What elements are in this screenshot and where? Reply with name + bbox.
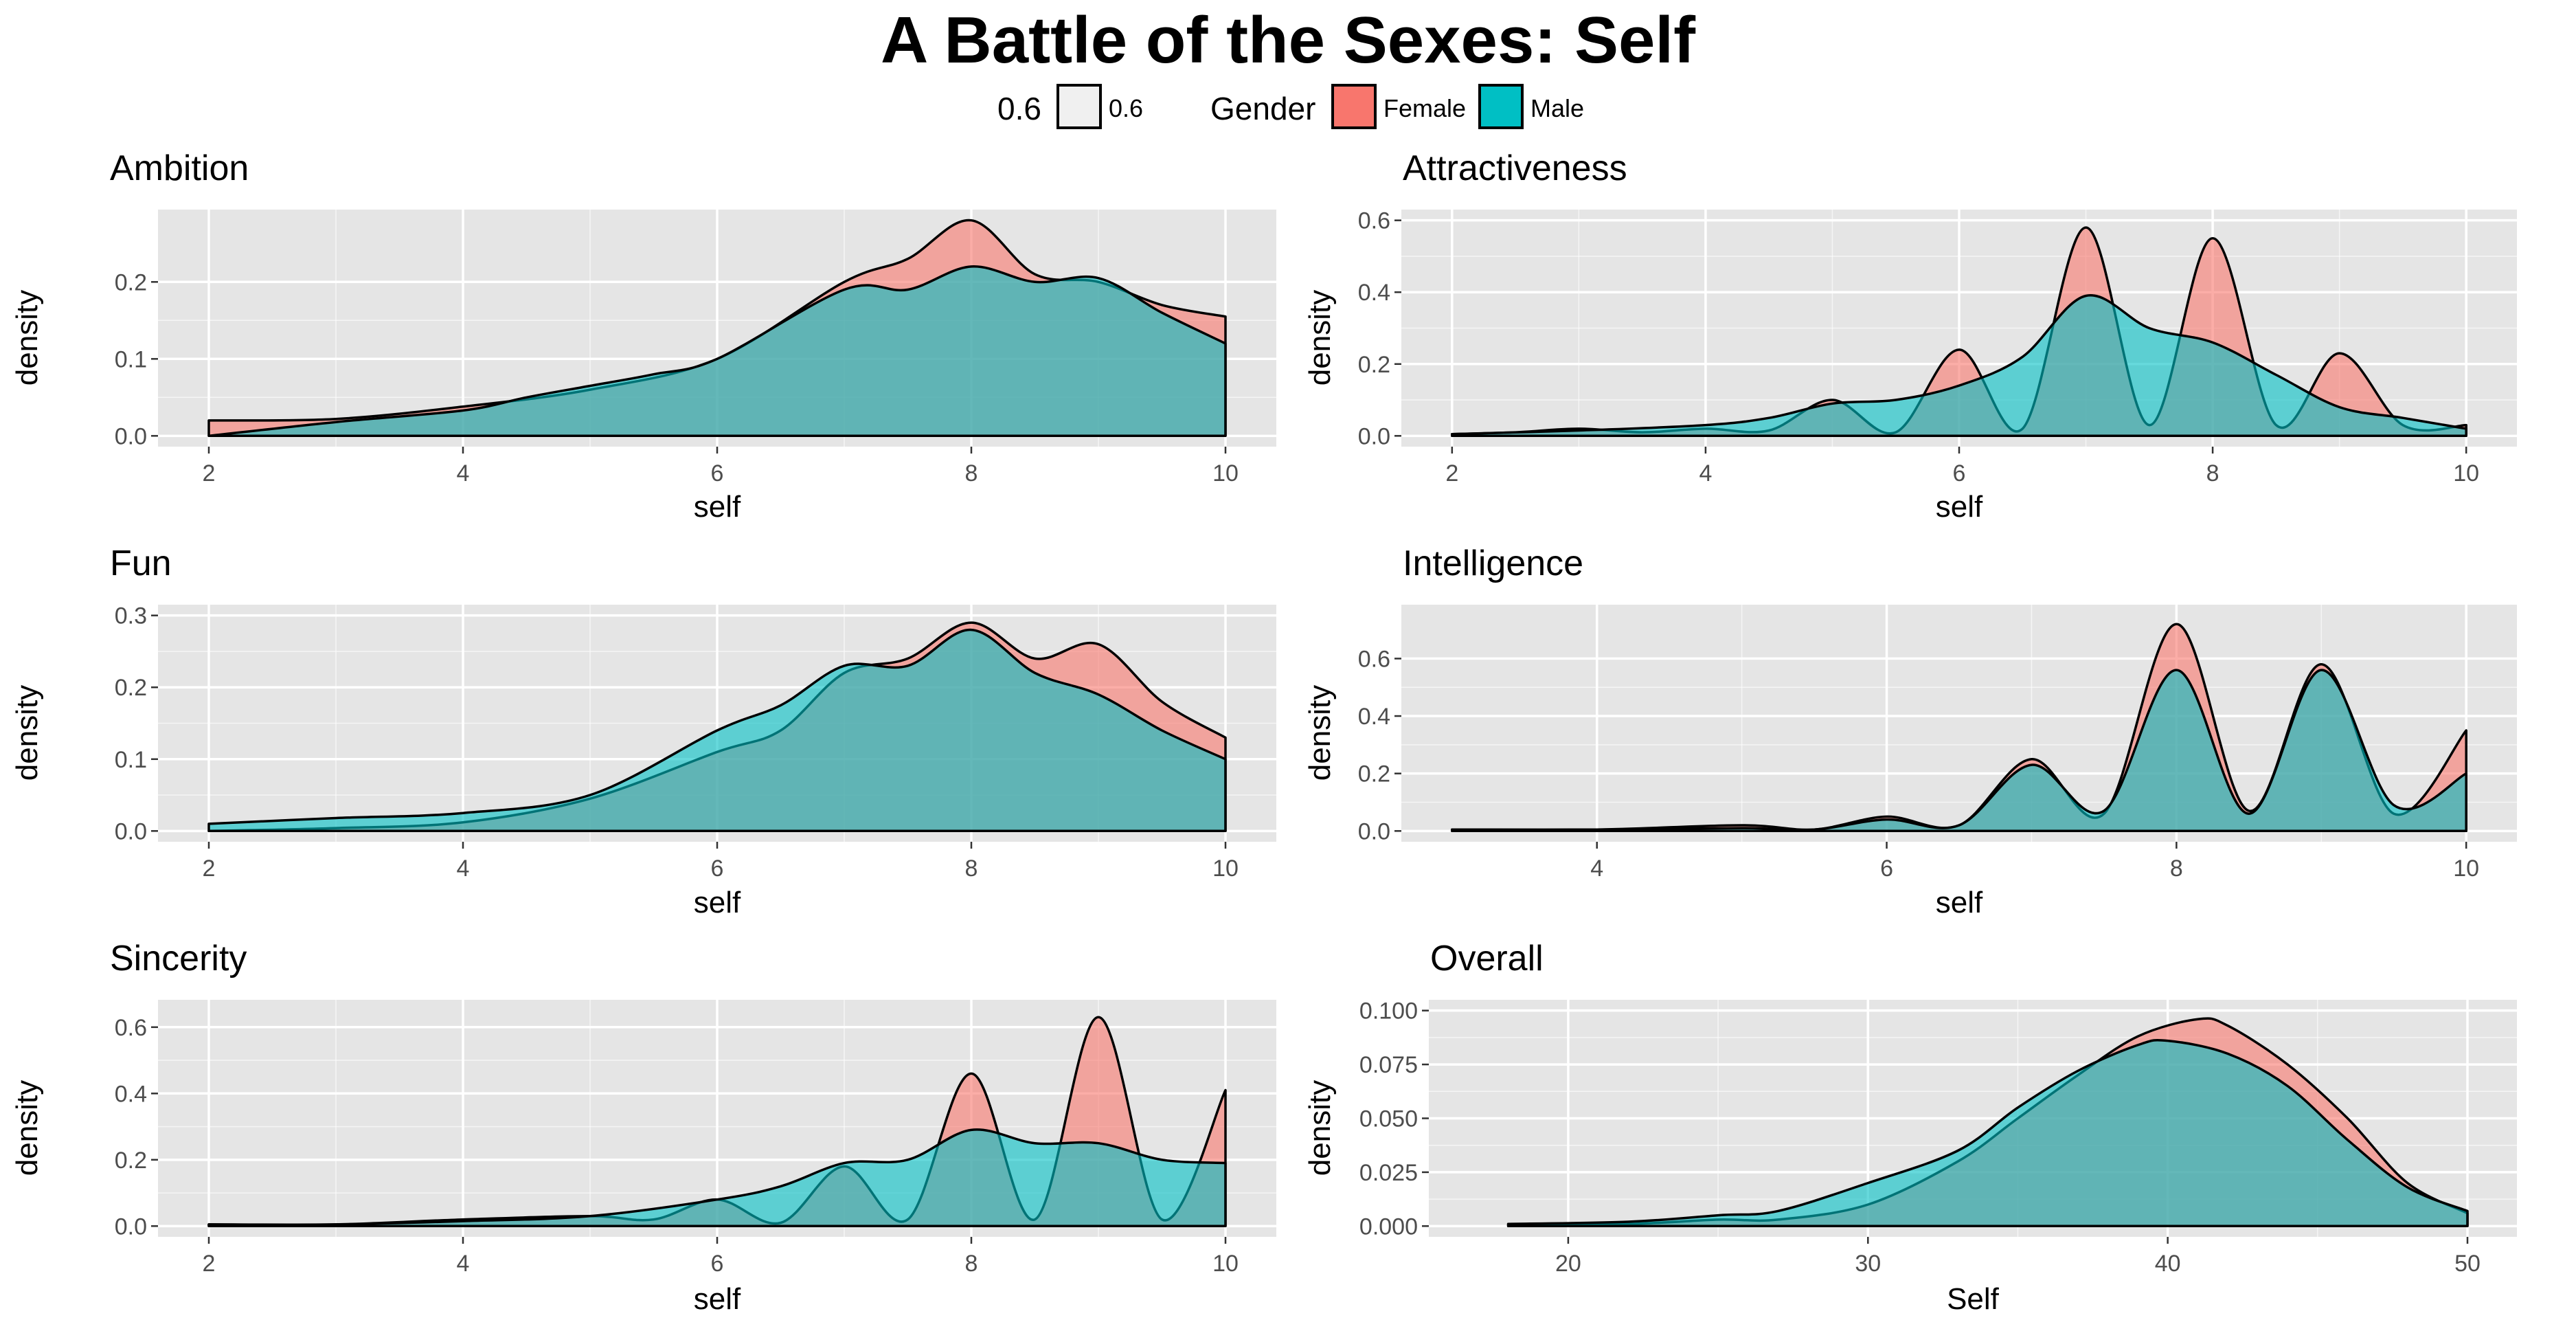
density-area-male	[207, 628, 1227, 833]
panel-overall: 20 30 40 50 0.000 0.025 0.050 0.075 0.100 Overall…	[1303, 939, 2517, 1316]
x-tick-label: 8	[2206, 460, 2219, 486]
panel-fun: 2 4 6 8 10 0.0 0.1 0.2 0.3 Fun self density	[10, 544, 1276, 919]
y-tick-label: 0.050	[1359, 1106, 1418, 1132]
y-axis-label: density	[1303, 290, 1337, 385]
x-tick-label: 20	[1555, 1251, 1581, 1277]
panel-sincerity: 2 4 6 8 10 0.0 0.2 0.4 0.6 Sincerity self density	[10, 939, 1276, 1316]
panel-title: Ambition	[110, 148, 249, 188]
y-tick-label: 0.6	[115, 1015, 147, 1041]
y-tick-label: 0.6	[1358, 646, 1390, 672]
x-tick-label: 2	[203, 1251, 216, 1277]
x-tick-label: 10	[1212, 855, 1239, 882]
y-axis-label: density	[1303, 1080, 1337, 1176]
x-tick-label: 8	[965, 1251, 978, 1277]
y-tick-label: 0.3	[115, 603, 147, 629]
legend-alpha-title: 0.6	[997, 91, 1041, 126]
y-tick-label: 0.1	[115, 747, 147, 773]
x-axis-label: self	[1936, 490, 1983, 524]
x-tick-label: 30	[1855, 1251, 1881, 1277]
legend-alpha-key	[1057, 84, 1102, 129]
y-tick-label: 0.2	[115, 269, 147, 295]
y-axis-label: density	[1303, 685, 1337, 781]
x-tick-label: 4	[457, 1251, 470, 1277]
y-tick-label: 0.0	[115, 1213, 147, 1240]
x-tick-label: 2	[203, 855, 216, 882]
y-axis-label: density	[10, 1080, 44, 1176]
legend-female-label: Female	[1383, 94, 1467, 122]
x-tick-label: 6	[711, 855, 724, 882]
x-axis-label: Self	[1947, 1282, 2000, 1316]
y-tick-label: 0.4	[1358, 704, 1390, 730]
x-tick-label: 50	[2454, 1251, 2481, 1277]
y-tick-label: 0.0	[1358, 423, 1390, 449]
x-tick-label: 6	[1880, 855, 1893, 882]
y-tick-label: 0.0	[1358, 818, 1390, 845]
panel-attractiveness: 2 4 6 8 10 0.0 0.2 0.4 0.6 Attractiveness self dens…	[1303, 148, 2517, 524]
x-tick-label: 10	[2453, 855, 2479, 882]
y-tick-label: 0.075	[1359, 1052, 1418, 1078]
chart-title: A Battle of the Sexes: Self	[880, 3, 1696, 77]
density-area-male	[1451, 669, 2467, 833]
y-tick-label: 0.2	[115, 675, 147, 701]
y-tick-label: 0.100	[1359, 998, 1418, 1025]
panel-title: Attractiveness	[1403, 148, 1627, 188]
x-tick-label: 4	[1699, 460, 1712, 486]
x-tick-label: 4	[457, 855, 470, 882]
x-tick-label: 4	[1590, 855, 1603, 882]
y-tick-label: 0.4	[115, 1081, 147, 1107]
x-axis-label: self	[694, 886, 741, 919]
y-tick-label: 0.2	[1358, 761, 1390, 787]
density-area-male	[207, 265, 1227, 438]
x-tick-label: 8	[965, 855, 978, 882]
y-tick-label: 0.4	[1358, 280, 1390, 306]
density-area-male	[1451, 294, 2467, 438]
x-tick-label: 10	[1212, 460, 1239, 486]
legend: 0.6 0.6 Gender Female Male	[0, 81, 2576, 136]
panel-title: Overall	[1430, 939, 1544, 978]
y-tick-label: 0.1	[115, 346, 147, 372]
panel-title: Intelligence	[1403, 544, 1583, 583]
x-axis-label: self	[694, 1282, 741, 1316]
y-tick-label: 0.2	[115, 1148, 147, 1174]
x-tick-label: 6	[1953, 460, 1966, 486]
legend-male-label: Male	[1530, 94, 1585, 122]
legend-female-key	[1331, 84, 1377, 129]
y-tick-label: 0.2	[1358, 352, 1390, 378]
panel-ambition: 2 4 6 8 10 0.0 0.1 0.2 Ambition self density	[10, 148, 1276, 524]
y-tick-label: 0.0	[115, 818, 147, 845]
y-tick-label: 0.025	[1359, 1160, 1418, 1186]
x-tick-label: 10	[1212, 1251, 1239, 1277]
panel-title: Sincerity	[110, 939, 247, 978]
y-tick-label: 0.6	[1358, 208, 1390, 234]
x-tick-label: 8	[2170, 855, 2183, 882]
panel-intelligence: 4 6 8 10 0.0 0.2 0.4 0.6 Intelligence self density	[1303, 544, 2517, 919]
legend-gender-title: Gender	[1210, 91, 1316, 126]
legend-male-key	[1478, 84, 1524, 129]
x-axis-label: self	[694, 490, 741, 524]
x-tick-label: 6	[711, 460, 724, 486]
y-axis-label: density	[10, 290, 44, 385]
y-tick-label: 0.0	[115, 423, 147, 449]
y-tick-label: 0.000	[1359, 1213, 1418, 1240]
x-tick-label: 6	[711, 1251, 724, 1277]
legend-alpha-label: 0.6	[1109, 94, 1144, 122]
x-tick-label: 2	[1445, 460, 1458, 486]
density-area-male	[207, 1128, 1227, 1228]
density-area-male	[1506, 1038, 2469, 1228]
panel-title: Fun	[110, 544, 172, 583]
x-axis-label: self	[1936, 886, 1983, 919]
x-tick-label: 8	[965, 460, 978, 486]
x-tick-label: 2	[203, 460, 216, 486]
x-tick-label: 10	[2453, 460, 2479, 486]
y-axis-label: density	[10, 685, 44, 781]
x-tick-label: 4	[457, 460, 470, 486]
x-tick-label: 40	[2155, 1251, 2181, 1277]
